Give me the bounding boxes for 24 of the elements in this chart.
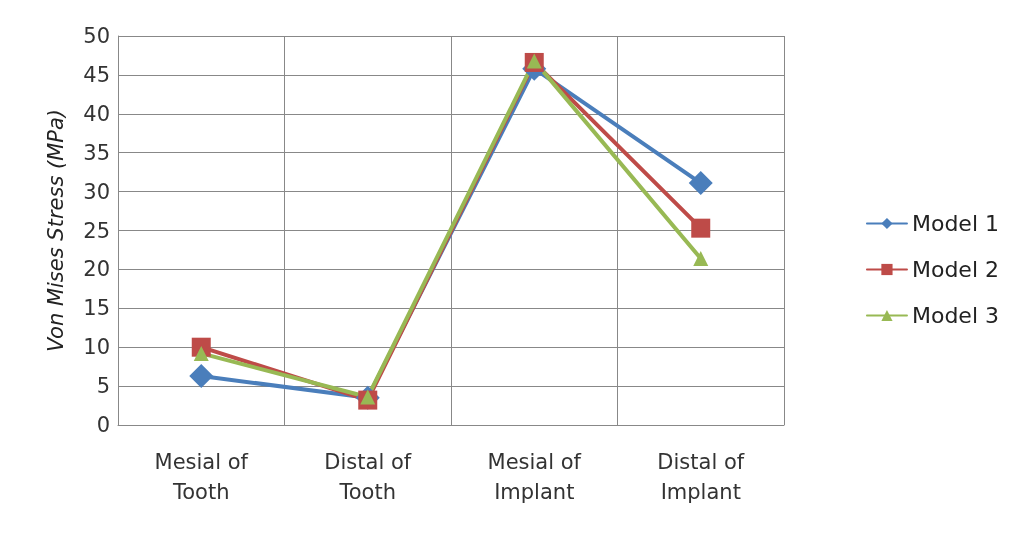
y-tick-label: 15 (83, 296, 110, 321)
y-tick-label: 30 (83, 179, 110, 204)
point (693, 251, 709, 267)
legend-label: Model 3 (911, 303, 999, 328)
x-tick-label: Distal of Implant (657, 450, 745, 504)
point (688, 171, 713, 196)
point (691, 218, 711, 238)
y-tick-label: 0 (96, 413, 110, 437)
point (189, 363, 214, 388)
y-tick-label: 50 (83, 24, 110, 48)
x-tick-label: Mesial of Implant (487, 450, 582, 504)
point (193, 345, 209, 361)
y-tick-label: 20 (83, 257, 110, 282)
x-tick-label: Mesial of Tooth (154, 450, 249, 504)
legend-label: Model 2 (911, 257, 999, 282)
y-tick-label: 45 (83, 62, 110, 87)
x-tick-label: Distal of Tooth (324, 450, 412, 504)
y-tick-label: 40 (83, 101, 110, 126)
y-axis-title: Von Mises Stress (MPa) (43, 108, 68, 353)
y-tick-label: 25 (83, 218, 110, 243)
y-tick-label: 5 (96, 374, 110, 399)
y-tick-label: 35 (83, 140, 110, 165)
y-tick-label: 10 (83, 335, 110, 360)
legend-label: Model 1 (911, 211, 999, 236)
